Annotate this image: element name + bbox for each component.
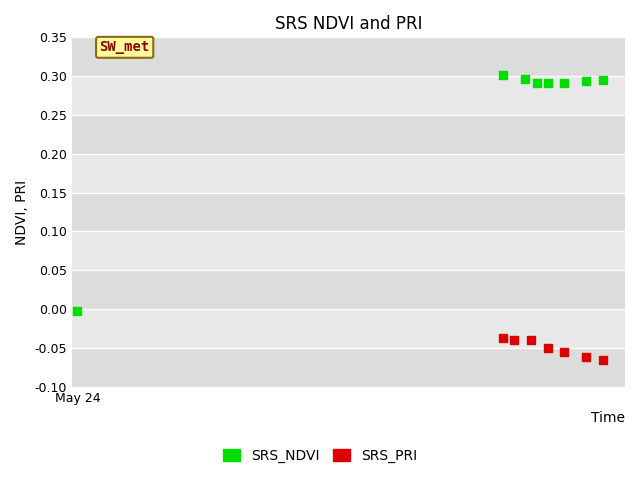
Point <box>543 79 553 87</box>
Point <box>498 334 508 342</box>
Point <box>543 344 553 352</box>
Bar <box>72 231 625 270</box>
Point <box>598 76 608 84</box>
Text: SW_met: SW_met <box>100 40 150 54</box>
Point <box>72 308 83 315</box>
Point <box>526 336 536 344</box>
Point <box>559 79 570 87</box>
Point <box>509 336 520 344</box>
Point <box>598 356 608 363</box>
Bar <box>72 37 625 76</box>
Legend: SRS_NDVI, SRS_PRI: SRS_NDVI, SRS_PRI <box>218 443 422 468</box>
Text: Time: Time <box>591 411 625 425</box>
Bar <box>72 76 625 115</box>
Point <box>581 77 591 84</box>
Bar <box>72 270 625 309</box>
Point <box>559 348 570 356</box>
Bar <box>72 192 625 231</box>
Title: SRS NDVI and PRI: SRS NDVI and PRI <box>275 15 422 33</box>
Bar <box>72 309 625 348</box>
Point <box>520 75 531 83</box>
Y-axis label: NDVI, PRI: NDVI, PRI <box>15 180 29 245</box>
Point <box>581 353 591 361</box>
Bar <box>72 115 625 154</box>
Bar <box>72 348 625 387</box>
Point <box>498 72 508 79</box>
Bar <box>72 154 625 192</box>
Point <box>531 79 541 87</box>
